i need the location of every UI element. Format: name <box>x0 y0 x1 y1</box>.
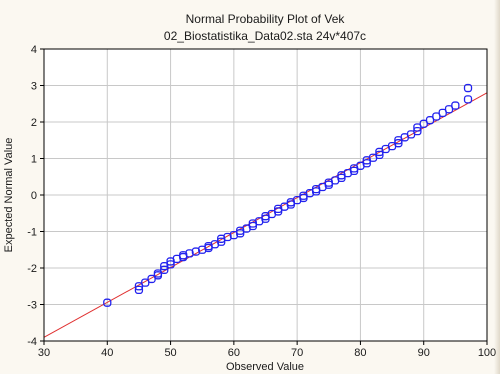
x-tick-label: 90 <box>418 347 430 359</box>
chart-title: Normal Probability Plot of Vek <box>186 12 346 26</box>
y-tick-label: -3 <box>27 300 37 312</box>
y-tick-label: 1 <box>31 154 37 166</box>
data-point <box>463 95 473 104</box>
y-tick-label: -4 <box>27 336 37 348</box>
data-point <box>413 126 422 136</box>
x-axis-label: Observed Value <box>226 361 304 373</box>
y-axis-label: Expected Normal Value <box>3 138 15 253</box>
y-axis-ticks: 4 3 2 1 0 -1 -2 -3 -4 <box>27 44 44 348</box>
y-tick-label: 2 <box>31 117 37 129</box>
x-tick-label: 60 <box>228 347 240 359</box>
grid <box>44 49 487 341</box>
y-tick-label: 0 <box>31 190 37 202</box>
data-points <box>103 83 473 307</box>
x-tick-label: 100 <box>478 347 496 359</box>
x-tick-label: 40 <box>101 347 113 359</box>
data-point <box>451 101 460 110</box>
x-tick-label: 80 <box>354 347 366 359</box>
y-tick-label: 4 <box>31 44 37 56</box>
x-tick-label: 70 <box>291 347 303 359</box>
data-point <box>103 298 112 307</box>
x-axis-ticks: 30 40 50 60 70 80 90 100 <box>38 341 496 359</box>
data-point <box>160 265 169 274</box>
data-point <box>134 285 144 295</box>
y-tick-label: -1 <box>27 227 37 239</box>
data-point <box>463 83 473 93</box>
chart-subtitle: 02_Biostatistika_Data02.sta 24v*407c <box>164 29 366 43</box>
x-tick-label: 30 <box>38 347 50 359</box>
y-tick-label: 3 <box>31 81 37 93</box>
x-tick-label: 50 <box>164 347 176 359</box>
y-tick-label: -2 <box>27 263 37 275</box>
